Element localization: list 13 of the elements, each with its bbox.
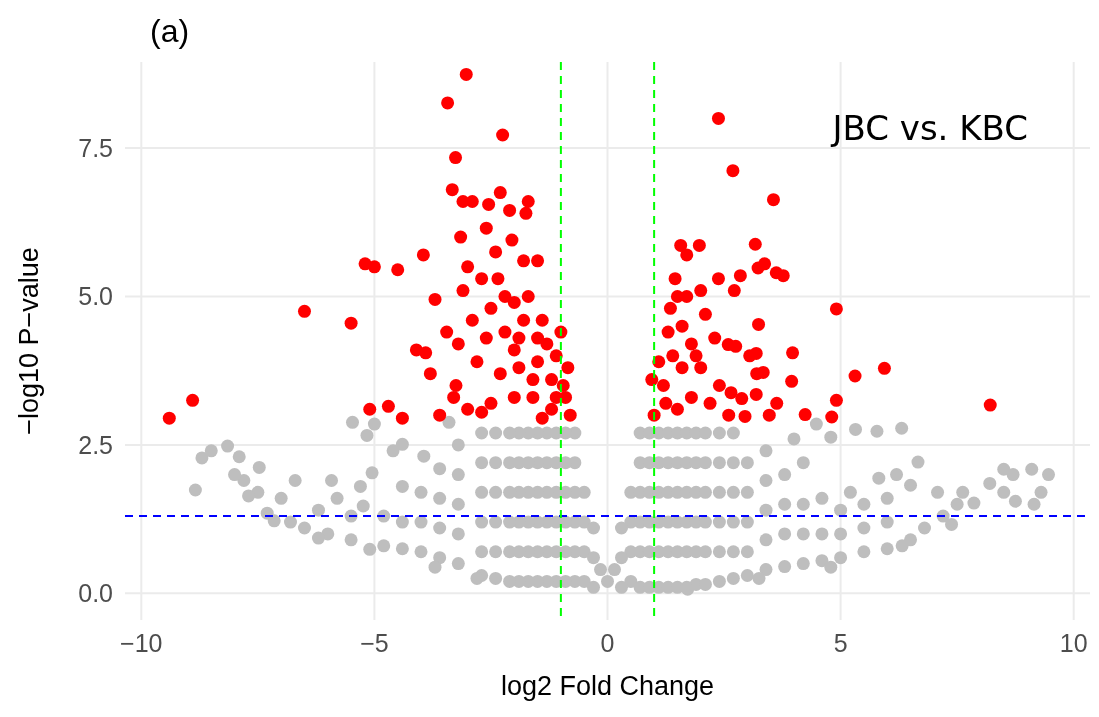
y-tick-label: 7.5 xyxy=(78,134,113,163)
y-tick-label: 2.5 xyxy=(78,430,113,459)
x-tick-label: −5 xyxy=(360,629,389,657)
x-tick-label: 0 xyxy=(600,629,615,657)
x-axis-title: log2 Fold Change xyxy=(500,671,715,701)
y-tick-label: 5.0 xyxy=(78,282,113,311)
chart-title: (a) xyxy=(150,13,190,49)
x-tick-label: −10 xyxy=(120,629,163,657)
annotation: JBC vs. KBC xyxy=(830,108,1028,148)
y-axis-title: −log10 P−value xyxy=(14,247,44,435)
y-tick-label: 0.0 xyxy=(78,579,113,608)
x-tick-label: 10 xyxy=(1059,629,1088,657)
x-tick-label: 5 xyxy=(833,629,848,657)
